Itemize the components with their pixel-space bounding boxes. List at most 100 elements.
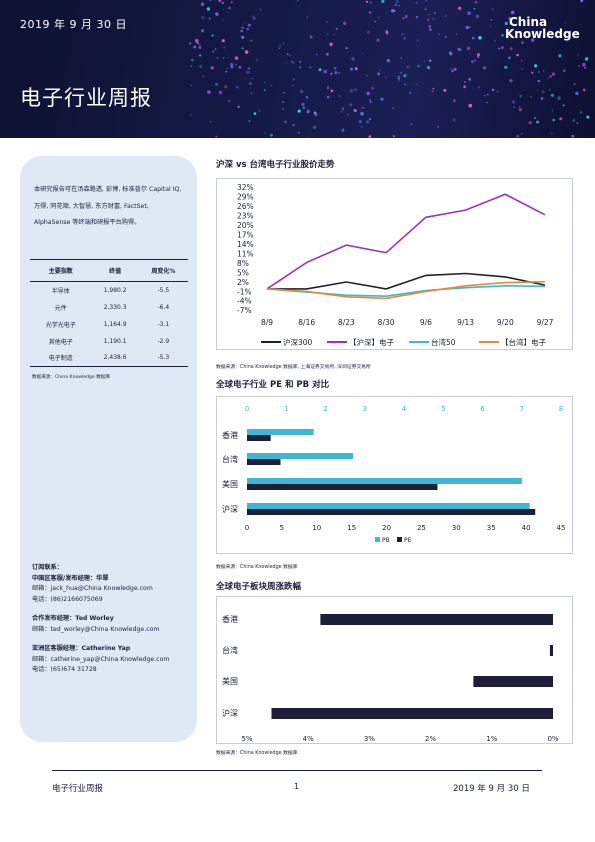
header-dot (379, 69, 381, 72)
header-dot (409, 91, 411, 94)
index-table-header-row: 主要指数 终值 周变化% (30, 259, 188, 282)
header-dot (573, 83, 576, 86)
header-dot (401, 33, 404, 36)
header-dot (385, 76, 387, 79)
header-dot (252, 15, 255, 18)
header-dot (301, 102, 305, 106)
header-dot (230, 65, 234, 69)
header-dot-pattern (188, 0, 590, 138)
header-dot (397, 77, 400, 80)
index-name: 元件 (54, 304, 67, 312)
header-dot (200, 29, 205, 33)
index-header-close: 终值 (91, 259, 139, 282)
header-dot (326, 87, 329, 90)
header-dot (533, 117, 536, 119)
header-dot (306, 110, 310, 114)
legend-label: 台湾50 (431, 337, 456, 347)
china-contact-title: 中国区客服/发布经理：华翠 (32, 574, 109, 582)
header-dot (534, 64, 538, 68)
header-dot (404, 83, 406, 86)
header-dot (579, 23, 581, 26)
partner-contact-email[interactable]: 邮箱：ted_worley@China Knowledge.com (32, 625, 160, 633)
header-dot (218, 0, 222, 2)
report-title: 电子行业周报 (20, 86, 152, 110)
pb-bar (247, 478, 522, 484)
header-dot (537, 79, 541, 83)
header-dot (417, 64, 420, 68)
header-dot (386, 59, 390, 63)
header-dot (369, 99, 372, 101)
header-dot (392, 107, 395, 109)
header-dot (473, 8, 476, 10)
header-dot (489, 25, 491, 27)
index-name: 光学光电子 (45, 321, 76, 329)
header-dot (468, 78, 472, 81)
header-dot (215, 135, 218, 138)
header-dot (504, 65, 508, 69)
china-knowledge-logo: China Knowledge (505, 16, 580, 40)
header-dot (540, 97, 544, 100)
sidebar: 本研究报告可在汤森路透, 彭博, 标准普尔 Capital IQ, 万得, 同花… (20, 156, 197, 742)
header-dot (513, 106, 516, 109)
header-dot (509, 79, 513, 83)
pe-axis-tick: 0 (245, 524, 249, 532)
header-dot (234, 56, 239, 60)
header-dot (394, 3, 397, 6)
header-dot (246, 70, 250, 74)
header-dot (285, 61, 287, 64)
header-dot (291, 84, 294, 87)
x-tick-label: 4% (303, 735, 314, 743)
pe-axis-tick: 30 (452, 524, 461, 532)
header-dot (474, 0, 478, 4)
header-dot (579, 111, 583, 114)
y-tick-label: 5% (237, 268, 249, 277)
header-dot (400, 57, 402, 59)
footer-divider (52, 770, 542, 771)
y-tick-label: -7% (237, 306, 252, 315)
header-dot (234, 63, 237, 66)
header-dot (373, 20, 377, 23)
header-dot (415, 83, 417, 86)
y-tick-label: 2% (237, 278, 249, 287)
header-dot (190, 114, 192, 116)
header-dot (198, 43, 201, 46)
header-dot (342, 108, 345, 111)
header-dot (368, 118, 372, 121)
header-dot (351, 57, 355, 61)
line-chart: 32%29%26%23%20%17%14%11%8%5%2%-1%-4%-7% 8… (237, 183, 554, 347)
header-dot (410, 123, 413, 126)
index-close: 2,438.6 (91, 349, 139, 367)
header-dot (282, 107, 284, 110)
category-label: 香港 (222, 430, 238, 440)
header-dot (432, 87, 435, 90)
asia-contact-email[interactable]: 邮箱：catherine_yap@China Knowledge.com (32, 655, 170, 663)
pb-axis-tick: 2 (323, 405, 327, 413)
header-dot (264, 132, 267, 134)
header-dot (509, 47, 513, 51)
header-dot (299, 66, 302, 69)
header-dot (531, 38, 535, 42)
header-dot (248, 120, 251, 122)
header-dot (231, 1, 233, 3)
header-dot (279, 45, 281, 47)
header-dot (397, 75, 401, 79)
index-name: 其他电子 (48, 338, 73, 346)
header-dot (218, 90, 223, 95)
x-tick-label: 5% (241, 735, 252, 743)
header-dot (406, 66, 409, 69)
logo-line-1: China (509, 15, 548, 29)
header-dot (464, 81, 466, 83)
header-dot (536, 89, 539, 91)
header-dot (415, 16, 418, 19)
header-dot (466, 46, 471, 50)
header-dot (198, 46, 202, 49)
header-dot (225, 70, 228, 73)
header-dot (395, 0, 399, 4)
header-dot (241, 47, 244, 50)
china-contact-email[interactable]: 邮箱：jack_hua@China Knowledge.com (32, 585, 153, 592)
y-tick-label: 32% (237, 183, 254, 192)
header-dot (549, 75, 552, 78)
header-dot (221, 39, 225, 43)
header-dot (482, 66, 487, 70)
header-dot (549, 88, 551, 91)
